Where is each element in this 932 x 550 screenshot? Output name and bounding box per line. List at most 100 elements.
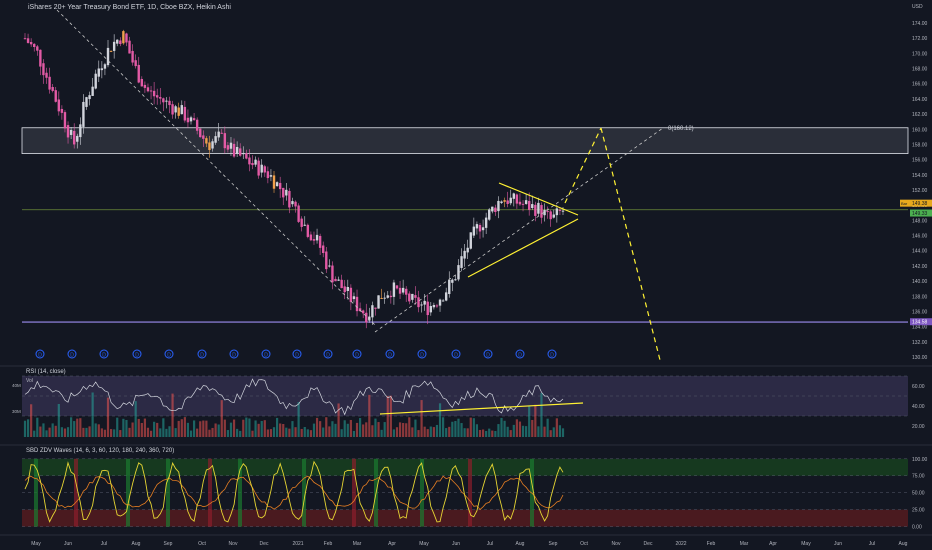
volume-bar [269, 429, 273, 437]
volume-bar [552, 427, 555, 437]
low-price-tag [910, 318, 932, 326]
x-tick-label: 2021 [292, 541, 303, 547]
candle-body [202, 135, 205, 139]
volume-bar [199, 421, 202, 437]
volume-bar [33, 430, 36, 437]
candle-body [512, 193, 516, 199]
volume-bar [374, 418, 377, 437]
x-tick-label: Sep [549, 541, 558, 547]
volume-bar [186, 422, 190, 437]
volume-bar [435, 424, 439, 437]
volume-bar [386, 395, 389, 437]
event-marker-label: D [420, 352, 424, 358]
volume-bar [279, 423, 282, 437]
volume-bar [180, 419, 183, 437]
sbd-signal-column [302, 458, 306, 527]
sbd-tick-label: 25.00 [912, 508, 925, 514]
event-marker [197, 349, 207, 359]
candle-body [555, 208, 559, 216]
sbd-signal-column [126, 458, 130, 527]
candle-body [122, 31, 125, 44]
target-label: 0(160.12) [668, 126, 694, 132]
candle-body [183, 106, 187, 121]
candle-body [432, 304, 436, 308]
volume-bar [377, 422, 380, 437]
volume-bar [79, 418, 82, 437]
volume-bar [398, 422, 402, 437]
volume-bar [113, 429, 116, 437]
volume-bar [549, 430, 552, 437]
candle-body [128, 40, 131, 54]
candle-body [478, 224, 482, 232]
volume-bar [140, 422, 143, 437]
price-tick-label: 136.00 [912, 309, 928, 315]
event-marker [417, 349, 427, 359]
candle-body [322, 245, 325, 254]
event-marker-label: D [295, 352, 299, 358]
candle-body [109, 50, 113, 52]
event-marker [164, 349, 174, 359]
candle-body [491, 206, 494, 212]
candle-body [405, 288, 408, 295]
volume-bar [451, 421, 454, 437]
candle-body [368, 316, 371, 321]
candle-body [420, 304, 423, 306]
candle-body [260, 164, 263, 173]
volume-bar [73, 421, 76, 437]
candle-body [239, 148, 242, 156]
volume-bar [371, 425, 374, 437]
price-tag-label: Bar [901, 201, 908, 206]
x-tick-label: May [419, 541, 429, 547]
candle-body [119, 40, 122, 45]
volume-bar [438, 403, 442, 437]
volume-bar [411, 427, 414, 437]
candle-body [45, 72, 48, 78]
candle-body [454, 279, 457, 281]
x-tick-label: Oct [198, 541, 206, 547]
event-marker-label: D [486, 352, 490, 358]
volume-bar [211, 427, 214, 437]
candle-body [248, 157, 251, 165]
x-tick-label: Jun [64, 541, 72, 547]
candle-body [494, 207, 497, 213]
volume-bar [343, 420, 346, 437]
candle-body [414, 295, 417, 298]
volume-bar [220, 400, 223, 437]
volume-bar [337, 403, 340, 437]
candle-body [540, 205, 543, 218]
sbd-tick-label: 100.00 [912, 457, 928, 463]
volume-bar [445, 428, 448, 437]
candle-body [242, 153, 245, 155]
sbd-tick-label: 75.00 [912, 474, 925, 480]
candle-body [33, 43, 36, 48]
candle-body [309, 234, 313, 241]
volume-bar [408, 417, 411, 437]
candle-body [82, 101, 85, 127]
candle-body [60, 108, 64, 113]
volume-bar [251, 430, 254, 437]
sbd-signal-column [468, 458, 472, 527]
volume-bar [36, 417, 39, 437]
volume-bar [432, 427, 435, 437]
volume-bar [426, 429, 429, 437]
x-tick-label: Jul [101, 541, 107, 547]
candle-body [408, 293, 411, 302]
volume-bar [192, 420, 196, 437]
downtrend-dashed-line [56, 9, 376, 326]
volume-bar [518, 421, 522, 437]
candle-body [223, 133, 227, 149]
event-marker [451, 349, 461, 359]
candle-body [472, 226, 476, 236]
current-price-label: 149.38 [912, 201, 928, 207]
event-marker-label: D [38, 352, 42, 358]
candle-body [100, 68, 104, 71]
volume-bar [528, 405, 531, 437]
sbd-tick-label: 50.00 [912, 491, 925, 497]
candle-body [401, 287, 405, 293]
candle-body [451, 279, 454, 283]
sbd-tick-label: 0.00 [912, 525, 922, 531]
volume-bar [546, 418, 549, 437]
event-marker-label: D [102, 352, 106, 358]
candle-body [334, 278, 337, 282]
